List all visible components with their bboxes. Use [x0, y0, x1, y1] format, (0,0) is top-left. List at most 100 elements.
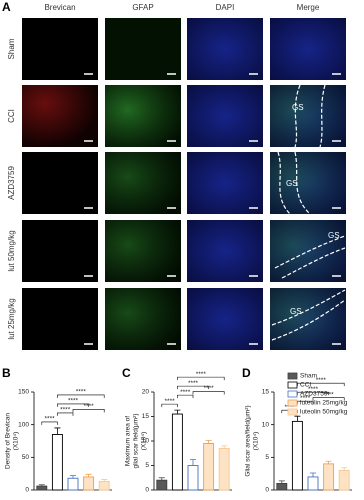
error-bar [85, 473, 92, 477]
legend-label: luteolin 25mg/kg [300, 400, 348, 407]
scar-outline [274, 235, 346, 279]
y-tick-label: 10 [142, 438, 150, 445]
y-tick-label: 15 [262, 389, 270, 396]
bar [203, 443, 215, 491]
significance-bracket [192, 391, 225, 395]
significance-label: **** [60, 407, 71, 414]
error-bar [38, 484, 45, 487]
gs-label: GS [328, 231, 340, 240]
legend-label: luteolin 50mg/kg [300, 409, 348, 416]
legend-label: AZD3759 [300, 391, 328, 398]
row-label: Sham [7, 38, 16, 59]
y-tick-label: 150 [18, 389, 29, 396]
significance-bracket [177, 394, 194, 399]
y-tick-label: 5 [145, 462, 149, 469]
y-axis-label: Glial scar area/field(μm²) [245, 405, 252, 476]
legend-swatch [287, 408, 298, 416]
error-bar [205, 440, 212, 444]
panel-label: D [242, 366, 251, 380]
bar [218, 447, 230, 491]
significance-label: **** [300, 395, 311, 402]
y-tick-label: 10 [262, 421, 270, 428]
legend-swatch [287, 399, 298, 407]
column-header: GFAP [132, 3, 153, 12]
significance-bracket [57, 394, 105, 398]
bar [187, 465, 199, 491]
significance-label: **** [76, 389, 87, 396]
gs-label: GS [290, 307, 302, 316]
significance-label: **** [285, 404, 296, 411]
y-tick-label: 15 [142, 413, 150, 420]
micrograph-signal [270, 288, 346, 350]
error-bar [70, 475, 76, 479]
micrograph-signal [270, 152, 346, 214]
column-header: Merge [297, 3, 320, 12]
legend-swatch [287, 381, 298, 389]
y-tick-label: 20 [142, 389, 150, 396]
micrograph-signal [187, 85, 263, 147]
error-bar [158, 477, 165, 481]
bar [36, 485, 48, 491]
error-bar [190, 459, 196, 466]
bar [156, 479, 168, 491]
micrograph [22, 18, 98, 80]
significance-label: **** [84, 403, 95, 410]
column-header: Brevican [44, 3, 75, 12]
y-axis-label: (X10⁴) [13, 432, 20, 451]
scar-outline [271, 289, 346, 341]
micrograph-signal [105, 220, 181, 282]
significance-label: **** [308, 386, 319, 393]
significance-label: **** [188, 380, 199, 387]
bar [98, 481, 110, 491]
row-label: CCI [7, 109, 16, 123]
significance-bracket [41, 421, 58, 425]
bar [67, 477, 79, 491]
y-tick-label: 5 [265, 454, 269, 461]
y-axis-label: Maximum area of [125, 416, 132, 466]
y-axis-label: Density of Brevican [5, 413, 12, 469]
error-bar [294, 415, 301, 422]
significance-bracket [72, 409, 105, 413]
error-bar [101, 479, 108, 482]
significance-bracket [177, 385, 209, 390]
error-bar [221, 445, 228, 449]
micrograph [22, 288, 98, 350]
scar-outline [277, 151, 311, 215]
significance-label: **** [45, 416, 56, 423]
error-bar [341, 467, 348, 471]
micrograph-signal [22, 85, 98, 147]
legend-label: Sham [300, 373, 317, 380]
micrograph-signal [270, 85, 346, 147]
row-label: lut 50mg/kg [7, 230, 16, 271]
bar [307, 476, 319, 491]
error-bar [278, 480, 285, 484]
significance-bracket [312, 397, 345, 401]
y-tick-label: 0 [145, 487, 149, 494]
micrograph-signal [187, 152, 263, 214]
image-grid: Brevican GFAP DAPI Merge Sham CCI AZD3759 lut 5… [7, 3, 346, 350]
y-axis-label: glial scar field(μm²) [133, 413, 140, 468]
significance-label: **** [324, 391, 335, 398]
panel-label: B [2, 366, 11, 380]
column-header: DAPI [216, 3, 235, 12]
significance-label: **** [165, 398, 176, 405]
error-bar [310, 472, 316, 477]
legend-label: CCI [300, 382, 311, 389]
micrograph-signal [105, 85, 181, 147]
error-bar [174, 409, 181, 415]
bar [171, 413, 183, 491]
y-tick-label: 100 [18, 421, 29, 428]
legend-swatch [287, 372, 298, 380]
micrograph [22, 220, 98, 282]
error-bar [54, 427, 61, 435]
significance-label: **** [180, 389, 191, 396]
significance-bracket [161, 403, 178, 408]
significance-label: **** [196, 371, 207, 378]
significance-bracket [177, 376, 225, 381]
bar [291, 420, 303, 491]
row-label: lut 25mg/kg [7, 298, 16, 339]
micrograph-signal [187, 18, 263, 80]
significance-label: **** [68, 398, 79, 405]
bar [323, 463, 335, 491]
